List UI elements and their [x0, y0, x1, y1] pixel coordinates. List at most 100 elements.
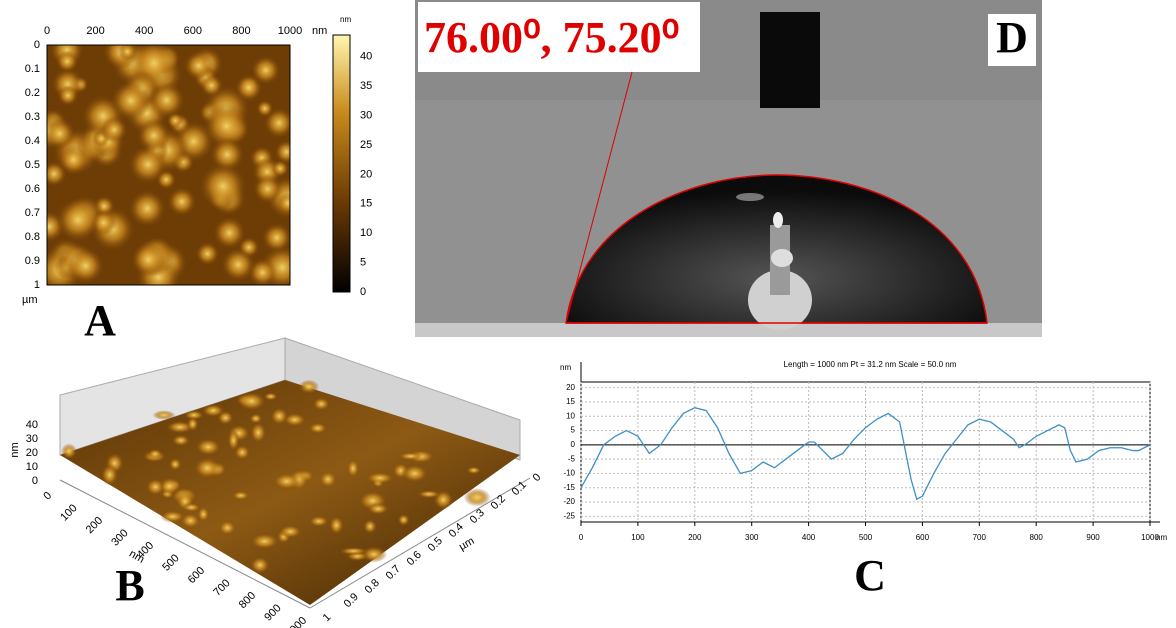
- peak: [101, 464, 118, 486]
- x-tick-label: 600: [184, 25, 202, 37]
- colorbar-tick-label: 30: [360, 110, 372, 122]
- grain: [129, 145, 167, 183]
- peak: [148, 449, 163, 459]
- y-tick-label: 0.7: [25, 207, 40, 219]
- peak: [270, 407, 288, 425]
- peak: [218, 520, 236, 535]
- profile-line: [581, 408, 1150, 499]
- grain: [58, 85, 78, 105]
- grain: [248, 258, 276, 286]
- y-tick-label: 0.6: [25, 183, 40, 195]
- peak: [319, 471, 337, 488]
- x-tick-label: 500: [859, 533, 873, 542]
- peak: [250, 556, 270, 574]
- x-tick-label: 200: [688, 533, 702, 542]
- grain: [200, 74, 222, 96]
- peak: [237, 392, 266, 411]
- peak: [194, 457, 221, 479]
- grain: [199, 163, 246, 210]
- peak: [195, 438, 221, 456]
- z-tick-label: 20: [26, 447, 38, 459]
- y-axis-unit: nm: [560, 363, 571, 372]
- peak: [169, 458, 182, 471]
- panel-label: D: [996, 13, 1028, 62]
- peak: [308, 422, 327, 433]
- peak: [313, 397, 330, 410]
- y-tick-label: 0.3: [25, 111, 40, 123]
- peak: [264, 392, 278, 400]
- peak: [347, 459, 360, 478]
- x-tick-label: 800: [1030, 533, 1044, 542]
- grain: [42, 161, 67, 186]
- y-tick-label: 1: [34, 279, 40, 291]
- y-tick-label: 0.4: [447, 521, 466, 540]
- figure: nm µm nm A nm nm µm B 76.00⁰, 75.20⁰ D L…: [0, 0, 1176, 628]
- x-tick-label: 0: [44, 25, 50, 37]
- peak: [159, 477, 180, 496]
- x-tick-label: 300: [109, 527, 130, 548]
- z-tick-label: 40: [26, 419, 38, 431]
- grain: [256, 100, 273, 117]
- peak: [273, 473, 301, 490]
- y-tick-label: 20: [566, 383, 575, 392]
- profile-chart: Length = 1000 nm Pt = 31.2 nm Scale = 50…: [560, 360, 1167, 600]
- y-tick-label: -25: [563, 511, 575, 520]
- y-tick-label: 0.7: [384, 563, 403, 582]
- x-tick-label: 700: [211, 577, 232, 598]
- z-tick-label: 30: [26, 433, 38, 445]
- y-tick-label: -15: [563, 483, 575, 492]
- panel-label: C: [854, 551, 886, 600]
- chart-title: Length = 1000 nm Pt = 31.2 nm Scale = 50…: [784, 360, 957, 369]
- x-tick-label: 700: [973, 533, 987, 542]
- grain: [131, 242, 165, 276]
- reflection: [771, 249, 793, 267]
- grain: [196, 242, 219, 265]
- grain: [149, 82, 185, 118]
- grain: [213, 217, 245, 249]
- grain: [272, 160, 289, 177]
- x-tick-label: 400: [802, 533, 816, 542]
- grain: [251, 56, 280, 85]
- peak: [279, 525, 302, 539]
- x-tick-label: 100: [58, 502, 79, 523]
- peak: [61, 443, 77, 459]
- peak: [217, 410, 234, 425]
- panel-label: A: [84, 296, 116, 345]
- colorbar-tick-label: 5: [360, 257, 366, 269]
- grain: [111, 81, 150, 120]
- y-tick-label: 0.6: [405, 549, 424, 568]
- y-tick-label: -20: [563, 497, 575, 506]
- peak: [339, 547, 368, 555]
- colorbar-unit: nm: [340, 15, 351, 24]
- y-tick-label: -5: [568, 454, 576, 463]
- x-tick-label: 800: [237, 590, 258, 611]
- colorbar-tick-label: 35: [360, 80, 372, 92]
- x-tick-label: 1000: [278, 25, 302, 37]
- colorbar-tick-label: 25: [360, 139, 372, 151]
- x-tick-label: 0: [41, 490, 54, 503]
- reflection: [736, 193, 764, 201]
- grain: [101, 117, 127, 143]
- x-tick-label: 200: [84, 515, 105, 536]
- peak: [250, 422, 266, 443]
- colorbar: [333, 35, 350, 292]
- grain: [262, 223, 291, 252]
- y-tick-label: 0.1: [510, 479, 529, 498]
- peak: [417, 490, 441, 498]
- panel-label: B: [115, 561, 144, 610]
- z-unit: nm: [9, 442, 21, 457]
- y-tick-label: 1: [321, 611, 334, 624]
- y-tick-label: 0: [34, 39, 40, 51]
- x-tick-label: 400: [135, 25, 153, 37]
- peak: [398, 452, 423, 460]
- colorbar-tick-label: 15: [360, 198, 372, 210]
- x-tick-label: 200: [86, 25, 104, 37]
- y-tick-label: 0.5: [25, 159, 40, 171]
- grain: [44, 118, 75, 149]
- peak: [232, 491, 250, 500]
- x-tick-label: 0: [579, 533, 584, 542]
- colorbar-tick-label: 40: [360, 51, 372, 63]
- grain: [277, 193, 298, 214]
- y-tick-label: 0.9: [25, 255, 40, 267]
- x-unit: nm: [312, 25, 327, 37]
